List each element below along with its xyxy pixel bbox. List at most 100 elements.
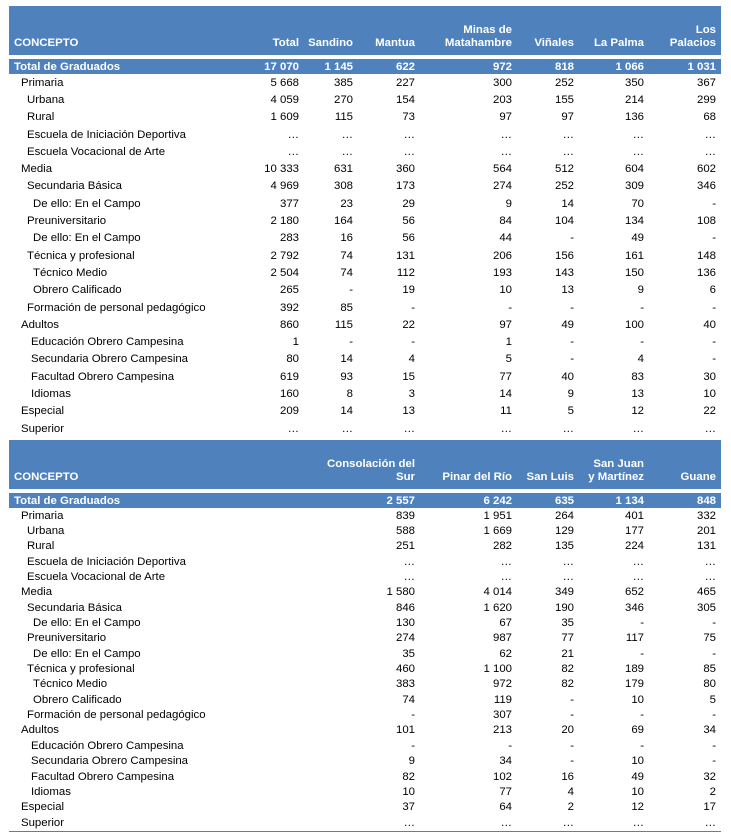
cell-value: 179 <box>624 678 644 691</box>
cell-value: 213 <box>492 724 512 737</box>
cell-value: 203 <box>492 93 512 106</box>
cell-value: … <box>287 422 299 435</box>
graduates-table-2: CONCEPTO Consolación del Sur Pinar del Río… <box>9 440 721 830</box>
cell-value: … <box>287 145 299 158</box>
cell-value: - <box>640 336 644 349</box>
cell-value: 82 <box>561 663 574 676</box>
cell-value: - <box>570 232 574 245</box>
cell-value: 512 <box>554 163 574 176</box>
cell-value: - <box>640 709 644 722</box>
cell-value: - <box>411 301 415 314</box>
row-label: Técnico Medio <box>33 266 108 279</box>
cell-value: … <box>632 571 644 584</box>
table-row: Escuela de Iniciación Deportiva………………… <box>9 126 721 143</box>
cell-value: 349 <box>554 586 574 599</box>
row-label: Preuniversitario <box>27 632 107 645</box>
table-row: Secundaria Obrero Campesina 9 34 - 10 - <box>9 754 721 769</box>
cell-value: 274 <box>492 180 512 193</box>
cell-value: 80 <box>286 353 299 366</box>
cell-value: 1 031 <box>649 59 721 74</box>
cell-value: 252 <box>554 180 574 193</box>
cell-value: - <box>712 353 716 366</box>
cell-value: … <box>341 422 353 435</box>
cell-value: 40 <box>561 370 574 383</box>
cell-value: 164 <box>333 215 353 228</box>
cell-value: 588 <box>395 525 415 538</box>
cell-value: 44 <box>499 232 512 245</box>
cell-value: 154 <box>395 93 415 106</box>
cell-value: … <box>632 128 644 141</box>
row-label: Obrero Calificado <box>33 284 122 297</box>
cell-value: 97 <box>561 111 574 124</box>
cell-value: 129 <box>554 525 574 538</box>
row-label: Rural <box>27 540 55 553</box>
row-label: Preuniversitario <box>27 215 107 228</box>
table-row: De ello: En el Campo 35 62 21 - - <box>9 646 721 661</box>
table-row: Formación de personal pedagógico - 307 - - - <box>9 707 721 722</box>
row-label: De ello: En el Campo <box>33 232 141 245</box>
cell-value: - <box>570 709 574 722</box>
cell-value: 350 <box>624 76 644 89</box>
cell-value: … <box>562 145 574 158</box>
table-row: Primaria 5 668 385 227 300 252 350 367 <box>9 74 721 91</box>
cell-value: … <box>500 128 512 141</box>
table-row: Especial 209 14 13 11 5 12 22 <box>9 403 721 420</box>
cell-value: 117 <box>625 632 644 645</box>
row-label: Superior <box>21 422 65 435</box>
table-row: Técnica y profesional 2 792 74 131 206 156 161… <box>9 247 721 264</box>
cell-value: … <box>500 145 512 158</box>
cell-value: 4 969 <box>270 180 299 193</box>
cell-value: 74 <box>340 249 353 262</box>
table-row: Preuniversitario 2 180 164 56 84 104 134 108 <box>9 212 721 229</box>
cell-value: 69 <box>631 724 644 737</box>
cell-value: … <box>704 422 716 435</box>
cell-value: 35 <box>561 617 574 630</box>
cell-value: 214 <box>624 93 644 106</box>
row-label: Secundaria Básica <box>27 180 122 193</box>
cell-value: 460 <box>395 663 415 676</box>
cell-value: 10 <box>499 284 512 297</box>
cell-value: … <box>632 422 644 435</box>
cell-value: 155 <box>554 93 574 106</box>
row-label: Facultad Obrero Campesina <box>31 770 175 783</box>
row-label: Media <box>21 586 53 599</box>
cell-value: 252 <box>554 76 574 89</box>
table-row: Adultos 101 213 20 69 34 <box>9 723 721 738</box>
cell-value: 385 <box>333 76 353 89</box>
cell-value: … <box>287 128 299 141</box>
cell-value: 346 <box>696 180 716 193</box>
cell-value: 274 <box>395 632 415 645</box>
cell-value: 68 <box>703 111 716 124</box>
cell-value: 846 <box>395 601 415 614</box>
table-row: Especial 37 64 2 12 17 <box>9 800 721 815</box>
table-row: Rural 251 282 135 224 131 <box>9 539 721 554</box>
column-header: Pinar del Río <box>420 440 517 489</box>
cell-value: 40 <box>703 318 716 331</box>
cell-value: 465 <box>696 586 716 599</box>
column-header: La Palma <box>579 6 649 55</box>
cell-value: 299 <box>696 93 716 106</box>
cell-value: 818 <box>517 59 579 74</box>
cell-value: 619 <box>279 370 299 383</box>
cell-value: 10 <box>631 693 644 706</box>
cell-value: … <box>562 422 574 435</box>
cell-value: 14 <box>561 197 574 210</box>
row-label: De ello: En el Campo <box>33 617 141 630</box>
cell-value: 5 <box>709 693 716 706</box>
cell-value: 1 145 <box>304 59 358 74</box>
table-row: Facultad Obrero Campesina 82 102 16 49 32 <box>9 769 721 784</box>
cell-value: 190 <box>554 601 574 614</box>
cell-value: 17 <box>703 801 716 814</box>
cell-value: 143 <box>554 266 574 279</box>
cell-value: 136 <box>696 266 716 279</box>
table-row: Secundaria Básica 4 969 308 173 274 252 309 346 <box>9 178 721 195</box>
column-header: San Juan y Martínez <box>579 440 649 489</box>
cell-value: 4 059 <box>270 93 299 106</box>
cell-value: 4 <box>567 785 574 798</box>
table-row: Adultos 860 115 22 97 49 100 40 <box>9 316 721 333</box>
cell-value: 1 951 <box>483 509 512 522</box>
cell-value: 308 <box>333 180 353 193</box>
cell-value: 75 <box>703 632 716 645</box>
row-label: Escuela de Iniciación Deportiva <box>27 128 186 141</box>
total-row: Total de Graduados 2 557 6 242 635 1 134 848 <box>9 493 721 508</box>
